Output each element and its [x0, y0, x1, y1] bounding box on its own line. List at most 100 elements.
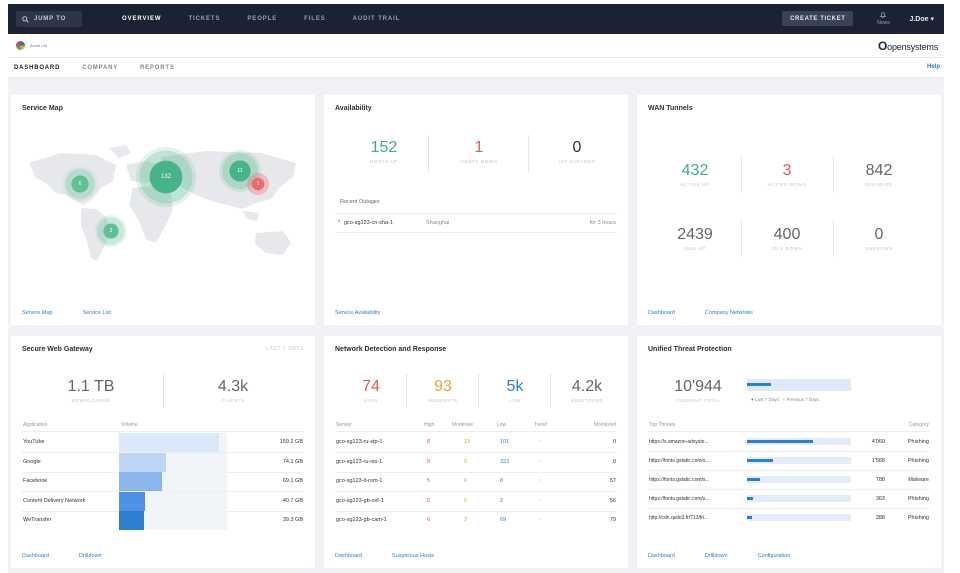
threat-bar	[747, 516, 752, 519]
stat-current-total[interactable]: 10'944 CURRENT TOTAL	[674, 378, 722, 403]
user-menu[interactable]: J.Doe ▾	[909, 15, 934, 23]
stat-downloaded[interactable]: 1.1 TB DOWNLOADED	[67, 378, 115, 403]
service-list-link[interactable]: Service List	[82, 310, 112, 316]
news-button[interactable]: News	[875, 11, 891, 26]
threat-bar	[747, 440, 813, 443]
legend-last-7-days: Last 7 Days	[754, 397, 779, 402]
threat-row[interactable]: https://fonts.gstatic.com/s... 788 Malware	[637, 471, 941, 490]
stat-active-down[interactable]: 3 ACTIVE DOWN	[767, 162, 807, 187]
swg-table-row[interactable]: Google 74.1 GB	[11, 452, 315, 473]
nav-tickets[interactable]: TICKETS	[188, 16, 221, 22]
moderate-count: 9	[464, 458, 468, 465]
stat-active-up[interactable]: 432 ACTIVE UP	[680, 162, 710, 187]
app-volume: 40.7 GB	[282, 497, 303, 504]
secure-web-gateway-card: Secure Web Gateway LAST 7 DAYS 1.1 TB DOW…	[11, 336, 315, 568]
stat-low[interactable]: 5k LOW	[506, 378, 524, 403]
stat-high[interactable]: 74 HIGH	[362, 378, 380, 403]
stat-hosts-up[interactable]: 152 HOSTS UP	[370, 139, 398, 164]
tab-reports[interactable]: REPORTS	[140, 64, 175, 71]
map-bubble-6[interactable]: 6	[63, 167, 97, 201]
jump-to-button[interactable]: JUMP TO	[16, 11, 82, 27]
company-networks-link[interactable]: Company Networks	[704, 310, 753, 316]
create-ticket-button[interactable]: CREATE TICKET	[782, 11, 854, 26]
swg-table-row[interactable]: YouTube 159.2 GB	[11, 433, 315, 453]
chevron-down-icon: ▾	[930, 15, 934, 23]
swg-table-row[interactable]: WeTransfer 39.3 GB	[11, 511, 315, 530]
threat-row[interactable]: https://fonts.gstatic.com/s... 363 Phishin…	[637, 490, 941, 509]
suspicious-hosts-link[interactable]: Suspicious Hosts	[391, 553, 435, 559]
swg-table-row[interactable]: Facebook 69.1 GB	[11, 472, 315, 492]
help-link[interactable]: Help	[926, 64, 940, 70]
high-count: 8	[427, 439, 431, 445]
tab-company[interactable]: COMPANY	[82, 64, 119, 71]
dashboard-main: Service Map 6 132 11 1 3 Service Map Ser…	[8, 78, 944, 573]
stat-idle-down[interactable]: 400 IDLE DOWN	[771, 226, 803, 251]
volume-bar	[119, 433, 219, 452]
ndr-card: Network Detection and Response 74 HIGH 93…	[324, 336, 628, 568]
threat-url: https://fonts.gstatic.com/s...	[649, 477, 710, 483]
threat-category: Phishing	[907, 515, 929, 521]
utp-drilldown-link[interactable]: Drilldown	[704, 553, 728, 559]
nav-files[interactable]: FILES	[304, 16, 326, 22]
stat-hosts-down[interactable]: 1 HOSTS DOWN	[460, 139, 498, 164]
swg-table-row[interactable]: Content Delivery Network 40.7 GB	[11, 491, 315, 512]
company-name[interactable]: Acme Ltd	[30, 43, 47, 48]
service-map-title: Service Map	[22, 105, 63, 112]
app-name: Google	[23, 458, 41, 465]
threat-category: Phishing	[907, 439, 929, 445]
col-trend: Trend	[534, 422, 547, 428]
high-count: 5	[427, 497, 431, 504]
threat-row[interactable]: https://s.amazon-adsyste... 4'069 Phishing	[637, 433, 941, 452]
app-name: Content Delivery Network	[23, 497, 86, 504]
user-name: J.Doe	[909, 15, 929, 23]
utp-configuration-link[interactable]: Configuration	[757, 553, 791, 559]
service-map-card: Service Map 6 132 11 1 3 Service Map Ser…	[11, 95, 315, 325]
monitored-count: 79	[609, 517, 616, 523]
map-bubble-1-alert[interactable]: 1	[247, 173, 269, 195]
monitored-count: 0	[612, 439, 616, 445]
ndr-dashboard-link[interactable]: Dashboard	[335, 553, 362, 559]
utp-card: Unified Threat Protection 10'944 CURRENT …	[637, 336, 941, 568]
wan-tunnels-title: WAN Tunnels	[648, 105, 693, 112]
swg-dashboard-link[interactable]: Dashboard	[22, 553, 49, 559]
trend-sparkline-icon: ~	[538, 497, 542, 504]
threat-row[interactable]: http://cdn.quilo3.fr/713/fri... 288 Phishi…	[637, 509, 941, 527]
tab-dashboard[interactable]: DASHBOARD	[14, 64, 61, 71]
trend-sparkline-icon: ~	[538, 458, 542, 465]
threat-bar	[747, 459, 773, 462]
service-map-link[interactable]: Service Map	[22, 310, 53, 316]
utp-dashboard-link[interactable]: Dashboard	[648, 553, 675, 559]
legend-dot-previous-icon: ●	[782, 397, 786, 402]
top-nav: JUMP TO OVERVIEW TICKETS PEOPLE FILES AU…	[8, 4, 944, 34]
low-count: 69	[500, 517, 507, 523]
nav-overview[interactable]: OVERVIEW	[122, 16, 162, 22]
monitored-count: 0	[612, 458, 616, 465]
ndr-table-row[interactable]: gco-sg123-ru-nis-1 8 9 323 ~0	[324, 453, 628, 473]
ndr-table-row[interactable]: gco-sg123-it-rom-1 5 6 8 ~57	[324, 472, 628, 492]
stat-unknown[interactable]: 0 UNKNOWN	[865, 226, 893, 251]
stat-disabled[interactable]: 842 DISABLED	[865, 162, 893, 187]
swg-drilldown-link[interactable]: Drilldown	[78, 553, 102, 559]
app-name: Facebook	[23, 478, 48, 484]
trend-sparkline-icon: ~	[538, 478, 542, 484]
stat-idle-up[interactable]: 2439 IDLE UP	[677, 226, 713, 251]
threat-row[interactable]: https://fonts.gstatic.com/s... 1'568 Phish…	[637, 452, 941, 471]
nav-people[interactable]: PEOPLE	[247, 16, 278, 22]
map-bubble-132[interactable]: 132	[136, 147, 196, 207]
app-name: WeTransfer	[23, 517, 52, 523]
col-low: Low	[497, 422, 507, 428]
ndr-table-row[interactable]: gco-sg123-gb-oxf-1 5 0 2 ~56	[324, 492, 628, 512]
stat-isp-outages[interactable]: 0 ISP OUTAGES	[558, 139, 596, 164]
wan-dashboard-link[interactable]: Dashboard	[648, 310, 675, 316]
stat-monitored[interactable]: 4.2k MONITORED	[570, 378, 604, 403]
ndr-table-row[interactable]: gco-sg123-gb-cam-1 6 3 69 ~79	[324, 511, 628, 530]
stat-moderate[interactable]: 93 MODERATE	[428, 378, 458, 403]
nav-audit-trail[interactable]: AUDIT TRAIL	[352, 16, 401, 22]
service-availability-link[interactable]: Service Availability	[335, 310, 381, 316]
map-bubble-3[interactable]: 3	[95, 215, 127, 247]
app-volume: 69.1 GB	[282, 478, 303, 484]
ndr-table-row[interactable]: gco-sg123-ru-stp-1 8 13 101 ~0	[324, 433, 628, 453]
low-count: 323	[500, 458, 510, 465]
stat-clients[interactable]: 4.3k CLIENTS	[217, 378, 249, 403]
utp-title: Unified Threat Protection	[648, 346, 732, 353]
